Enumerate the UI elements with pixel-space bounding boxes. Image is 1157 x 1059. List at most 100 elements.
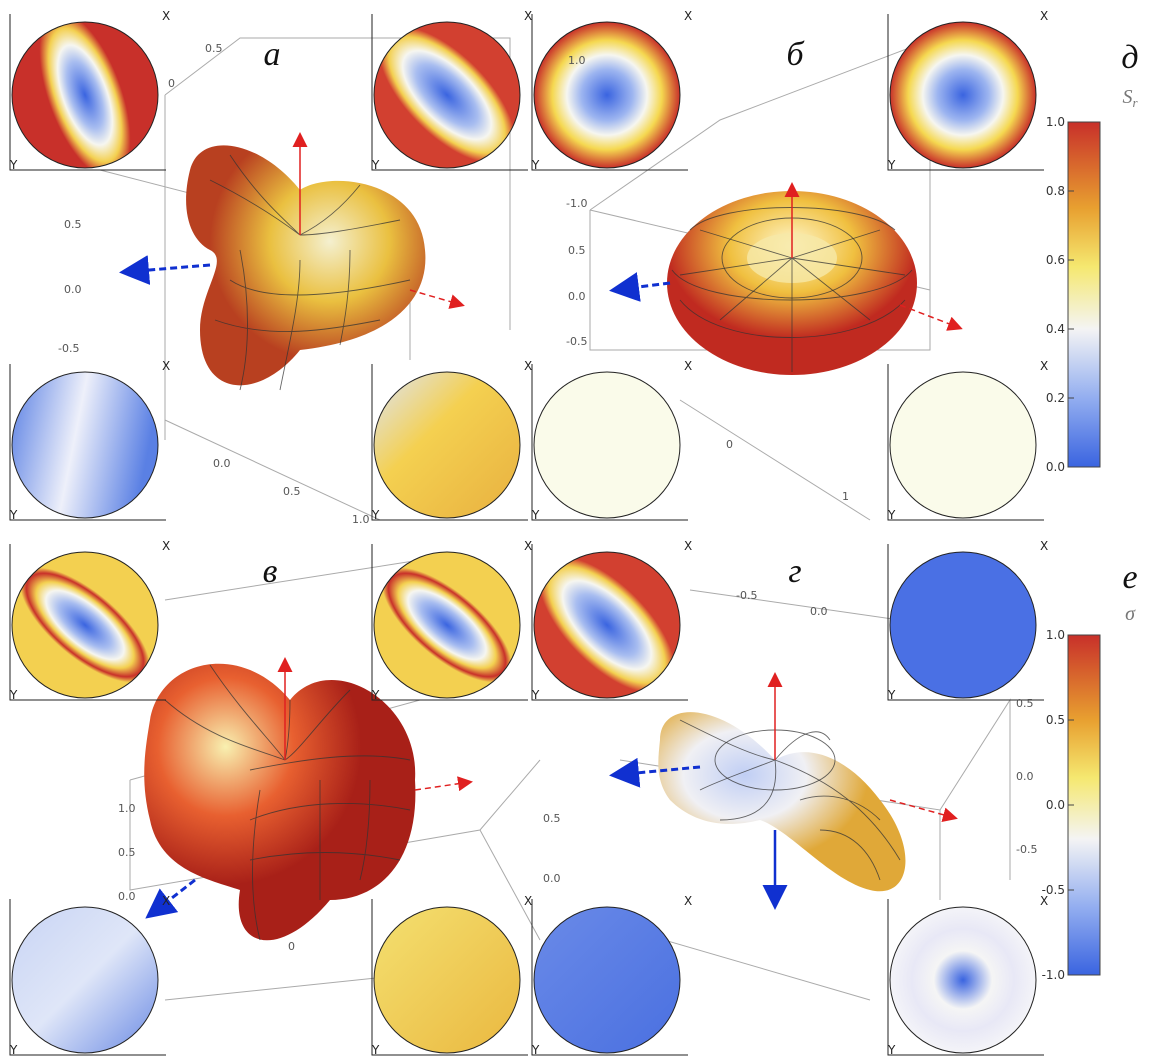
colorbar-tick-label: 0.6 [1046, 253, 1065, 267]
inset-disk [889, 21, 1037, 169]
axis-number: 0.0 [64, 283, 82, 296]
inset-axes [531, 544, 688, 701]
inset-x-label: X [162, 9, 170, 23]
axis-number: -1.0 [566, 197, 587, 210]
axis-number: 1.0 [352, 513, 370, 526]
inset-y-label: Y [371, 158, 380, 172]
inset-axes [9, 544, 166, 701]
panel-label: в [263, 553, 278, 590]
colorbar-tick-label: 0.0 [1046, 798, 1065, 812]
panel-label: б [786, 36, 805, 73]
inset-axes [887, 899, 1044, 1056]
inset-disk [373, 906, 521, 1054]
inset-disk [373, 371, 521, 519]
inset-axes [531, 14, 688, 171]
inset-x-label: X [1040, 9, 1048, 23]
axis-number: 0.5 [118, 846, 136, 859]
inset-x-label: X [684, 9, 692, 23]
inset-disk [11, 371, 159, 519]
inset-y-label: Y [9, 1043, 18, 1057]
inset-axes [9, 364, 166, 521]
surface-c [144, 657, 473, 941]
inset-y-label: Y [9, 508, 18, 522]
inset-axes [531, 364, 688, 521]
colorbar-tick-label: 0.0 [1046, 460, 1065, 474]
axis-number: 0.5 [568, 244, 586, 257]
inset-y-label: Y [371, 688, 380, 702]
inset-x-label: X [524, 539, 532, 553]
inset-axes [371, 364, 528, 521]
inset-axes [371, 899, 528, 1056]
inset-y-label: Y [371, 1043, 380, 1057]
inset-y-label: Y [371, 508, 380, 522]
colorbar-tick-label: 0.2 [1046, 391, 1065, 405]
colorbar-tick-label: 0.5 [1046, 713, 1065, 727]
axis-number: 0.0 [810, 605, 828, 618]
inset-axes [9, 899, 166, 1056]
axis-number: 0.5 [283, 485, 301, 498]
inset-axes [887, 14, 1044, 171]
axis-number: 0.0 [213, 457, 231, 470]
axis-number: 0 [168, 77, 175, 90]
axis-number: 0.0 [1016, 770, 1034, 783]
inset-x-label: X [684, 894, 692, 908]
axis-number: 0 [726, 438, 733, 451]
colorbar-tick-label: -0.5 [1042, 883, 1065, 897]
inset-disk [889, 551, 1037, 699]
colorbar-label: д [1121, 39, 1138, 76]
colorbar-symbol: Sr [1122, 86, 1138, 110]
inset-disk [533, 21, 681, 169]
axis-number: -0.5 [736, 589, 757, 602]
colorbar-tick-label: 0.4 [1046, 322, 1065, 336]
axis-number: 0.0 [118, 890, 136, 903]
inset-axes [887, 544, 1044, 701]
axis-number: -0.5 [566, 335, 587, 348]
insets: X Y X Y X Y X Y X Y X Y X Y X Y X Y X Y X Y X Y X Y X Y X Y X Y [9, 9, 1048, 1057]
surface-a [119, 132, 465, 391]
colorbar-tick-label: 1.0 [1046, 115, 1065, 129]
axis-number: 0.0 [543, 872, 561, 885]
axis-number: 1.0 [568, 54, 586, 67]
axis-number: 0 [288, 940, 295, 953]
inset-disk [11, 906, 159, 1054]
inset-disk [11, 21, 159, 169]
inset-x-label: X [684, 539, 692, 553]
inset-y-label: Y [887, 688, 896, 702]
inset-y-label: Y [531, 158, 540, 172]
inset-y-label: Y [9, 688, 18, 702]
inset-y-label: Y [531, 688, 540, 702]
inset-disk [889, 371, 1037, 519]
inset-y-label: Y [887, 158, 896, 172]
inset-x-label: X [684, 359, 692, 373]
inset-x-label: X [162, 539, 170, 553]
colorbar-label: е [1122, 559, 1137, 596]
inset-y-label: Y [887, 508, 896, 522]
inset-x-label: X [524, 9, 532, 23]
inset-y-label: Y [531, 508, 540, 522]
inset-x-label: X [1040, 359, 1048, 373]
inset-axes [9, 14, 166, 171]
surface-d [609, 672, 958, 910]
inset-axes [371, 544, 528, 701]
inset-x-label: X [1040, 894, 1048, 908]
axis-number: 1.0 [118, 802, 136, 815]
inset-axes [531, 899, 688, 1056]
surface-b [609, 182, 963, 375]
axis-number: 0.5 [543, 812, 561, 825]
inset-axes [371, 14, 528, 171]
inset-y-label: Y [531, 1043, 540, 1057]
inset-disk [373, 21, 521, 169]
inset-disk [533, 906, 681, 1054]
inset-y-label: Y [9, 158, 18, 172]
axis-number: -0.5 [1016, 843, 1037, 856]
colorbar-symbol: σ [1125, 603, 1136, 625]
inset-x-label: X [162, 894, 170, 908]
colorbar-tick-label: -1.0 [1042, 968, 1065, 982]
labels: а б в г 0.5 0 0.5 0.0 -0.5 0.0 0.5 1.0 1.0 -1.0 0.5 0.0… [58, 36, 1139, 982]
inset-x-label: X [162, 359, 170, 373]
inset-x-label: X [524, 359, 532, 373]
colorbar-tick-label: 0.8 [1046, 184, 1065, 198]
inset-axes [887, 364, 1044, 521]
axis-number: 1 [842, 490, 849, 503]
